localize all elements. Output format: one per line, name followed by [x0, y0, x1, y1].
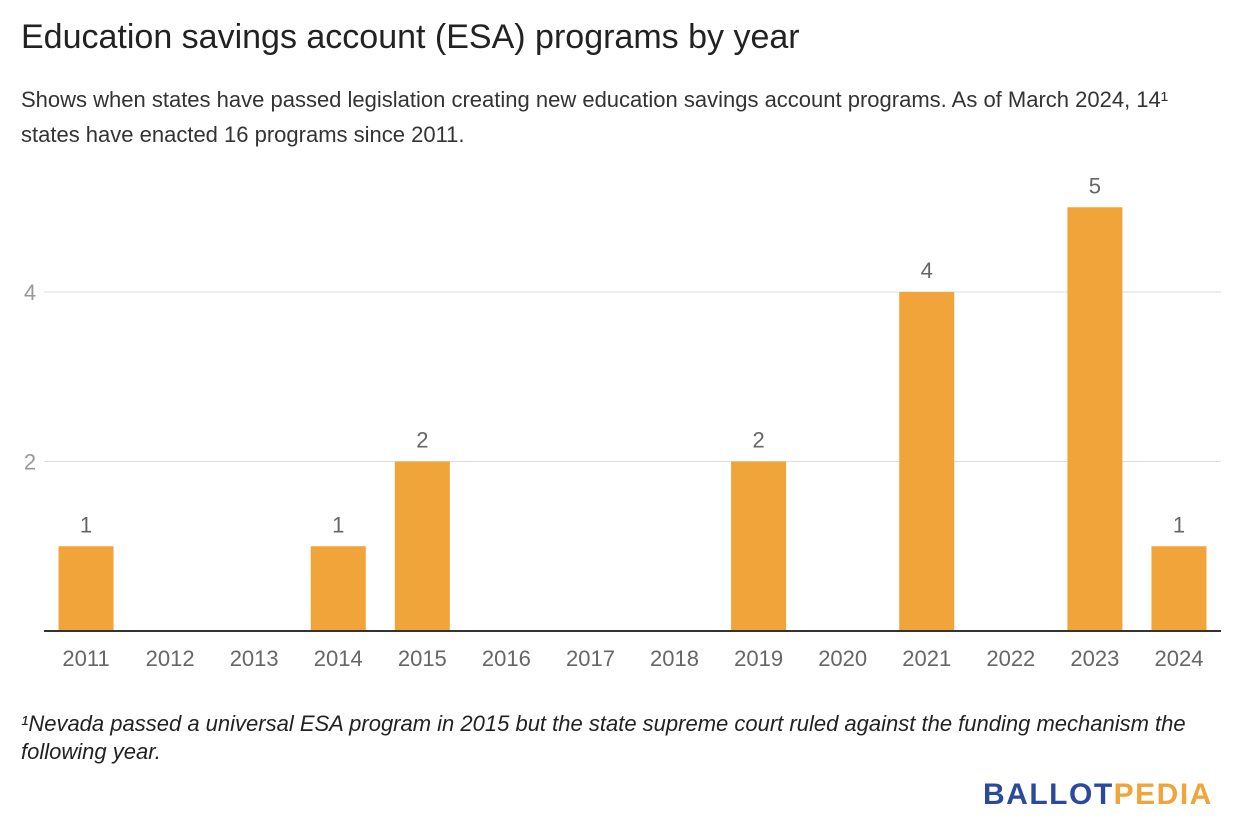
bar-chart: 2 4 1 2011 2012 2013 1 2014 2 2015 2016 2017 2018 2 20… — [24, 173, 1221, 671]
data-label: 1 — [332, 512, 344, 537]
ballotpedia-logo: BALLOTPEDIA — [983, 778, 1213, 812]
data-label: 2 — [752, 428, 764, 453]
x-tick-label: 2024 — [1154, 646, 1203, 671]
logo-part-pedia: PEDIA — [1113, 778, 1213, 811]
bar — [1151, 546, 1207, 631]
bar — [731, 461, 787, 631]
bar — [1067, 207, 1123, 631]
data-label: 1 — [1173, 512, 1185, 537]
x-tick-label: 2020 — [818, 646, 867, 671]
y-tick-label: 2 — [24, 450, 36, 475]
data-label: 4 — [921, 258, 933, 283]
data-label: 5 — [1089, 173, 1101, 198]
x-tick-label: 2013 — [230, 646, 279, 671]
x-tick-label: 2014 — [314, 646, 363, 671]
x-tick-label: 2017 — [566, 646, 615, 671]
footnote: ¹Nevada passed a universal ESA program i… — [21, 711, 1186, 764]
y-tick-label: 4 — [24, 280, 36, 305]
x-tick-label: 2012 — [146, 646, 195, 671]
x-tick-label: 2019 — [734, 646, 783, 671]
bar — [310, 546, 366, 631]
x-tick-label: 2018 — [650, 646, 699, 671]
x-tick-label: 2015 — [398, 646, 447, 671]
bar — [394, 461, 450, 631]
logo-part-ballot: BALLOT — [983, 778, 1114, 811]
bar — [899, 292, 955, 631]
data-label: 1 — [80, 512, 92, 537]
bar — [58, 546, 114, 631]
chart-title: Education savings account (ESA) programs… — [21, 18, 800, 56]
data-label: 2 — [416, 428, 428, 453]
x-tick-label: 2023 — [1070, 646, 1119, 671]
x-tick-label: 2016 — [482, 646, 531, 671]
x-tick-label: 2011 — [62, 646, 109, 671]
chart-subtitle: Shows when states have passed legislatio… — [21, 87, 1169, 147]
x-tick-label: 2021 — [902, 646, 951, 671]
x-tick-label: 2022 — [986, 646, 1035, 671]
